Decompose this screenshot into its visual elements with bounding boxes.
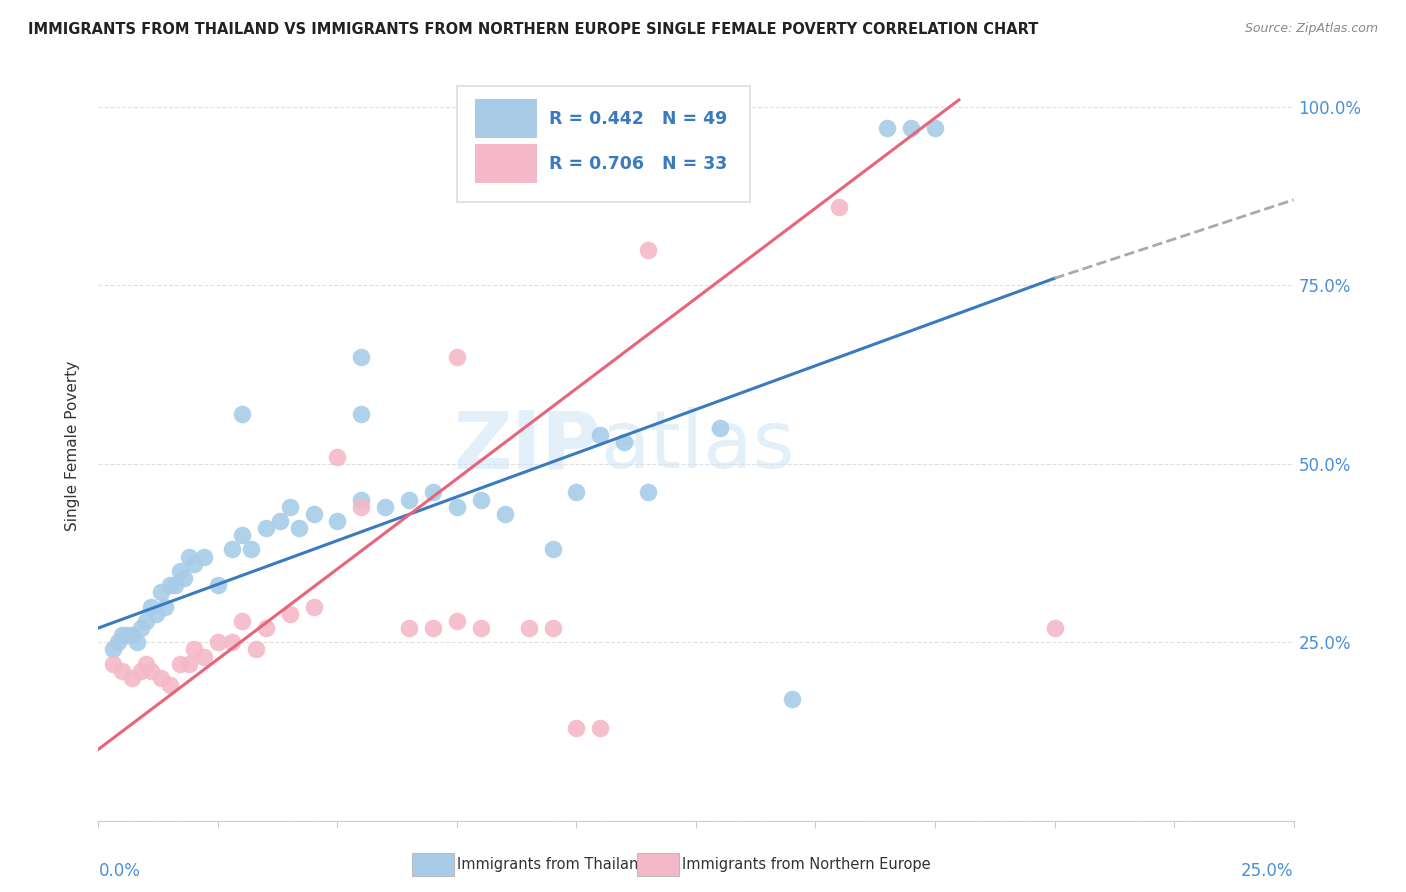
Point: [111, 664, 134, 678]
Point: [149, 585, 172, 599]
Text: Immigrants from Thailand: Immigrants from Thailand: [457, 857, 648, 871]
Point: [422, 485, 444, 500]
Point: [326, 450, 349, 464]
FancyBboxPatch shape: [457, 87, 749, 202]
Point: [1043, 621, 1066, 635]
Text: 0.0%: 0.0%: [98, 862, 141, 880]
Point: [278, 500, 301, 514]
Point: [121, 628, 143, 642]
Point: [111, 628, 134, 642]
FancyBboxPatch shape: [475, 99, 537, 138]
Point: [101, 642, 124, 657]
Point: [565, 485, 588, 500]
Text: 25.0%: 25.0%: [1241, 862, 1294, 880]
Point: [446, 614, 468, 628]
Point: [565, 721, 588, 735]
Point: [231, 614, 253, 628]
Point: [541, 621, 564, 635]
Point: [446, 500, 468, 514]
Point: [398, 621, 420, 635]
Point: [350, 492, 373, 507]
Point: [149, 671, 172, 685]
Point: [828, 200, 851, 214]
Point: [470, 621, 492, 635]
Point: [221, 635, 243, 649]
Point: [139, 599, 162, 614]
Point: [422, 621, 444, 635]
Text: Source: ZipAtlas.com: Source: ZipAtlas.com: [1244, 22, 1378, 36]
Point: [398, 492, 420, 507]
Point: [302, 599, 325, 614]
Point: [183, 642, 205, 657]
Point: [125, 635, 148, 649]
FancyBboxPatch shape: [475, 144, 537, 183]
Point: [780, 692, 803, 706]
Point: [107, 635, 129, 649]
Point: [900, 121, 922, 136]
Point: [173, 571, 195, 585]
Point: [169, 657, 191, 671]
Point: [278, 607, 301, 621]
Point: [374, 500, 396, 514]
Point: [207, 578, 229, 592]
Point: [541, 542, 564, 557]
Point: [350, 407, 373, 421]
Point: [709, 421, 731, 435]
Point: [494, 507, 516, 521]
Point: [131, 664, 153, 678]
Point: [245, 642, 267, 657]
Point: [302, 507, 325, 521]
Point: [231, 528, 253, 542]
Point: [159, 678, 181, 692]
Point: [139, 664, 162, 678]
Point: [169, 564, 191, 578]
Text: R = 0.706   N = 33: R = 0.706 N = 33: [548, 154, 727, 172]
Point: [288, 521, 311, 535]
Point: [101, 657, 124, 671]
Point: [637, 485, 659, 500]
Point: [131, 621, 153, 635]
Point: [613, 435, 636, 450]
Text: atlas: atlas: [600, 407, 794, 485]
Point: [155, 599, 177, 614]
Point: [446, 350, 468, 364]
Point: [115, 628, 138, 642]
Point: [269, 514, 291, 528]
Point: [179, 549, 201, 564]
Point: [589, 428, 612, 442]
Point: [159, 578, 181, 592]
Text: IMMIGRANTS FROM THAILAND VS IMMIGRANTS FROM NORTHERN EUROPE SINGLE FEMALE POVERT: IMMIGRANTS FROM THAILAND VS IMMIGRANTS F…: [28, 22, 1039, 37]
Point: [207, 635, 229, 649]
Text: Immigrants from Northern Europe: Immigrants from Northern Europe: [682, 857, 931, 871]
Text: ZIP: ZIP: [453, 407, 600, 485]
Y-axis label: Single Female Poverty: Single Female Poverty: [65, 361, 80, 531]
Point: [135, 657, 157, 671]
Point: [254, 621, 277, 635]
Point: [326, 514, 349, 528]
Point: [517, 621, 540, 635]
Point: [179, 657, 201, 671]
Point: [876, 121, 898, 136]
Point: [193, 649, 215, 664]
Point: [350, 500, 373, 514]
Point: [589, 721, 612, 735]
Text: R = 0.442   N = 49: R = 0.442 N = 49: [548, 110, 727, 128]
Point: [240, 542, 263, 557]
Point: [254, 521, 277, 535]
Point: [221, 542, 243, 557]
Point: [145, 607, 167, 621]
Point: [470, 492, 492, 507]
Point: [637, 243, 659, 257]
Point: [183, 557, 205, 571]
Point: [231, 407, 253, 421]
Point: [193, 549, 215, 564]
Point: [163, 578, 186, 592]
Point: [350, 350, 373, 364]
Point: [135, 614, 157, 628]
Point: [924, 121, 946, 136]
Point: [121, 671, 143, 685]
